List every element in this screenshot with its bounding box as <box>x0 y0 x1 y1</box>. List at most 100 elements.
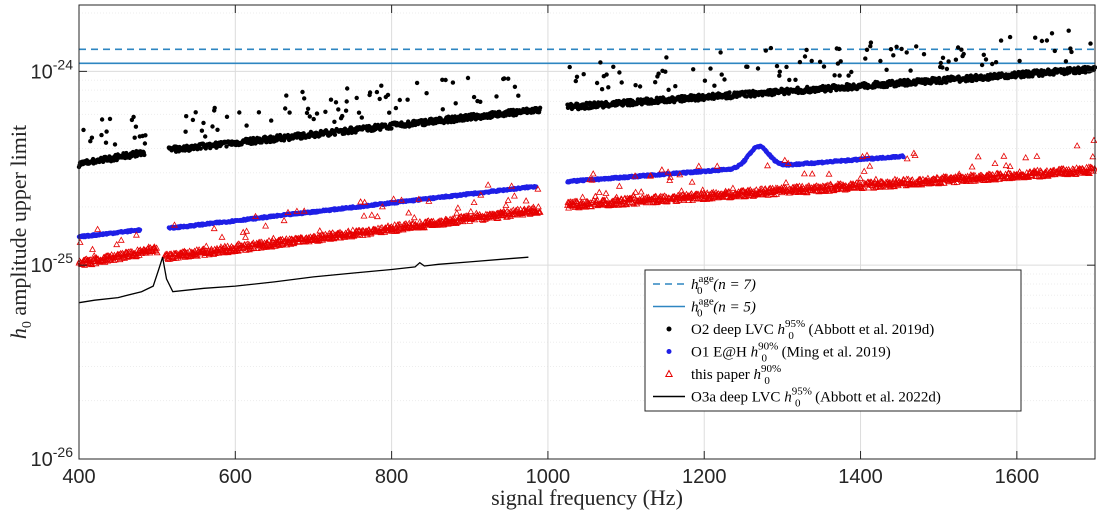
legend-label-h: h <box>778 322 786 338</box>
dot-point <box>344 99 349 104</box>
dot-point <box>99 117 105 122</box>
y-tick-label-base: 10 <box>31 255 53 277</box>
x-tick-label: 400 <box>62 466 95 488</box>
dot-point <box>691 67 696 72</box>
dot-point <box>377 96 382 102</box>
dot-point <box>821 64 827 69</box>
x-tick-label: 1600 <box>995 466 1040 488</box>
dot-point <box>203 134 208 139</box>
dot-point <box>708 66 713 71</box>
dot-point <box>359 115 364 120</box>
dot-point <box>269 118 274 123</box>
dot-point <box>198 146 203 151</box>
dot-point <box>656 71 661 76</box>
dot-point <box>389 126 394 131</box>
dot-point <box>379 83 384 88</box>
legend-label-text: O1 E@H <box>691 345 751 361</box>
y-tick-label-exp: -24 <box>53 56 73 72</box>
legend-label-sup: age <box>699 273 714 285</box>
y-tick-label-exp: -25 <box>53 250 73 266</box>
dot-point <box>990 61 995 67</box>
dot-point <box>864 47 870 52</box>
dot-point <box>354 95 359 101</box>
dot-point <box>637 84 643 89</box>
dot-point <box>604 72 609 77</box>
dot-point <box>872 85 877 90</box>
dot-point <box>599 87 605 92</box>
dot-point <box>849 69 854 75</box>
legend-label-text: O3a deep LVC <box>691 390 784 406</box>
triangle-point <box>113 240 121 248</box>
dot-point <box>955 45 961 50</box>
y-axis-label-sub: 0 <box>20 321 35 328</box>
dot-point <box>81 127 86 133</box>
dot-point <box>940 65 945 70</box>
dot-point <box>1033 35 1038 40</box>
dot-point <box>129 154 134 159</box>
dot-point <box>210 124 215 129</box>
dot-point <box>653 80 658 85</box>
dot-point <box>356 110 362 115</box>
dot-point <box>891 53 896 58</box>
dot-point <box>387 110 392 115</box>
dot-point <box>132 135 137 140</box>
legend-label-sup: 90% <box>761 363 781 375</box>
y-axis-label: h0 amplitude upper limit <box>6 125 35 339</box>
legend-label-sub: 0 <box>795 398 801 410</box>
legend-label-h: h <box>784 390 792 406</box>
dot-point <box>512 84 518 90</box>
dot-point <box>838 59 843 64</box>
dot-point <box>774 63 780 69</box>
legend: hage 0 (n = 7)hage 0 (n = 5)O2 deep LVC h95%… <box>644 269 1022 412</box>
dot-point <box>88 139 93 144</box>
x-tick-label: 600 <box>219 466 252 488</box>
dot-point <box>311 116 316 122</box>
dot-point <box>998 38 1004 43</box>
dot-point <box>787 77 792 83</box>
dot-point <box>953 57 959 62</box>
dot-point <box>718 50 723 55</box>
dot-point <box>142 141 148 146</box>
dot-point <box>666 87 671 93</box>
dot-point <box>936 75 942 81</box>
dot-point <box>328 97 334 102</box>
dot-point <box>594 80 600 86</box>
dot-point <box>719 72 724 77</box>
dot-point <box>307 114 312 119</box>
dot-point <box>199 128 205 133</box>
dot-point <box>1017 58 1022 64</box>
dot-point <box>581 72 586 77</box>
dot-point <box>193 110 198 115</box>
dot-point <box>1069 49 1074 55</box>
dot-point <box>902 77 907 83</box>
legend-label-post: (Abbott et al. 2022d) <box>811 390 941 406</box>
legend-label-sup: 95% <box>792 386 812 398</box>
x-tick-label: 1400 <box>838 466 883 488</box>
dot-point <box>424 91 429 96</box>
triangle-point <box>110 256 118 263</box>
dot-point <box>727 90 732 95</box>
dot-point <box>804 47 809 53</box>
dot-point <box>664 55 669 60</box>
y-axis-label-h: h <box>6 328 31 339</box>
dot-point <box>103 140 109 145</box>
dot-point <box>832 73 837 78</box>
dot-point <box>1052 48 1058 54</box>
dot-point <box>908 68 913 73</box>
dot-point <box>978 73 984 78</box>
dot-point <box>573 78 578 84</box>
legend-label-sup: 90% <box>758 341 778 353</box>
x-tick-label: 800 <box>375 466 408 488</box>
dot-point <box>440 107 445 112</box>
dot-point <box>1049 31 1055 36</box>
dot-point <box>946 59 951 64</box>
dot-point <box>143 133 148 138</box>
y-tick-label-exp: -26 <box>53 444 73 460</box>
dot-point <box>256 110 262 115</box>
dot-point <box>405 97 410 102</box>
dot-point <box>190 117 196 123</box>
dot-point <box>961 51 966 57</box>
dot-point <box>914 44 919 49</box>
dot-point <box>506 76 511 81</box>
